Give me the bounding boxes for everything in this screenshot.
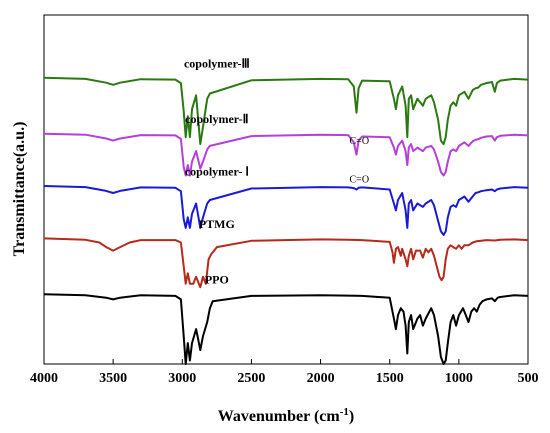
- series-line-3: [43, 237, 529, 289]
- series-line-0: [43, 76, 529, 146]
- plot-frame: [43, 14, 529, 365]
- x-tick-label-3: 2500: [237, 371, 265, 386]
- annotation-group: C=O C=O: [350, 136, 370, 185]
- spectra-group: [43, 76, 529, 365]
- series-label-1: copolymer-Ⅱ: [185, 112, 248, 126]
- y-axis-title: Transmittance(a.u.): [11, 122, 28, 257]
- x-tick-label-1: 3500: [99, 371, 127, 386]
- x-tick-label-0: 4000: [30, 371, 58, 386]
- x-tick-label-4: 2000: [307, 371, 335, 386]
- series-labels: copolymer-Ⅲ copolymer-Ⅱ copolymer- Ⅰ PTMG PP…: [184, 56, 250, 286]
- x-tick-label-2: 3000: [168, 371, 196, 386]
- x-tick-label-7: 500: [518, 371, 539, 386]
- series-label-4: PPO: [205, 273, 229, 287]
- series-label-2: copolymer- Ⅰ: [185, 165, 249, 179]
- x-tick-label-5: 1500: [376, 371, 404, 386]
- series-label-3: PTMG: [199, 217, 235, 231]
- series-label-0: copolymer-Ⅲ: [184, 56, 250, 70]
- annotation-label-0: C=O: [350, 136, 370, 147]
- series-line-4: [43, 293, 529, 365]
- annotation-label-1: C=O: [350, 175, 370, 186]
- x-axis-title: Wavenumber (cm-1): [218, 406, 354, 425]
- series-line-2: [43, 185, 529, 236]
- x-tick-label-6: 1000: [445, 371, 473, 386]
- x-axis-ticks: 4000 3500 3000 2500 2000 1500 1000 500: [30, 359, 539, 386]
- series-line-1: [43, 132, 529, 177]
